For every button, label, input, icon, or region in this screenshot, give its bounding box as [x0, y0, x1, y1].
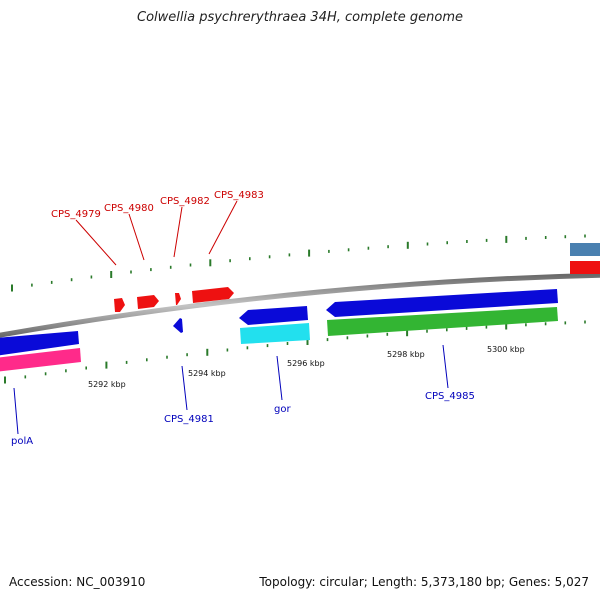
kbp-label: 5296 kbp — [287, 359, 325, 368]
leader-line — [128, 213, 145, 261]
kbp-label: 5292 kbp — [88, 380, 126, 389]
accession-text: Accession: NC_003910 — [9, 575, 146, 589]
label-cps-4983[interactable]: CPS_4983 — [214, 190, 264, 201]
gene-pola[interactable] — [0, 331, 79, 356]
label-cps-4985[interactable]: CPS_4985 — [425, 391, 475, 402]
leader-line — [276, 355, 283, 401]
gene-cps-4982[interactable] — [175, 293, 181, 305]
label-cps-4979[interactable]: CPS_4979 — [51, 209, 101, 220]
label-cps-4981[interactable]: CPS_4981 — [164, 414, 214, 425]
gene-cps-4979[interactable] — [114, 298, 125, 312]
label-cps-4980[interactable]: CPS_4980 — [104, 203, 154, 214]
trna-feature[interactable] — [240, 323, 310, 344]
rrna-left-edge[interactable] — [0, 348, 81, 372]
scale-labels: 5292 kbp 5294 kbp 5296 kbp 5298 kbp 5300… — [88, 345, 525, 389]
gene-cps-4985[interactable] — [326, 289, 558, 317]
label-cps-4982[interactable]: CPS_4982 — [160, 196, 210, 207]
leader-line — [13, 387, 19, 435]
gene-cps-4981[interactable] — [173, 318, 183, 333]
leader-line — [181, 365, 188, 411]
outer-tick-marks — [11, 234, 586, 292]
forward-gene-labels: CPS_4979 CPS_4980 CPS_4982 CPS_4983 — [51, 190, 264, 266]
map-title: Colwellia psychrerythraea 34H, complete … — [137, 10, 463, 25]
kbp-label: 5298 kbp — [387, 350, 425, 359]
gene-forward-edge[interactable] — [570, 261, 600, 274]
gene-cps-4980[interactable] — [137, 295, 159, 309]
gene-steelblue-edge[interactable] — [570, 243, 600, 256]
leader-line — [208, 200, 238, 255]
label-gor[interactable]: gor — [274, 404, 291, 415]
kbp-label: 5300 kbp — [487, 345, 525, 354]
kbp-label: 5294 kbp — [188, 369, 226, 378]
leader-line — [173, 206, 183, 258]
other-feature[interactable] — [327, 307, 558, 336]
gene-gor[interactable] — [239, 306, 308, 325]
reverse-gene-labels: polA CPS_4981 gor CPS_4985 — [11, 344, 475, 447]
leader-line — [75, 219, 117, 266]
label-pola[interactable]: polA — [11, 436, 33, 447]
forward-strand-features — [114, 243, 600, 312]
genome-backbone — [0, 272, 600, 338]
leader-line — [442, 344, 449, 389]
gene-cps-4983[interactable] — [192, 287, 234, 303]
reverse-strand-features — [0, 289, 558, 372]
genome-summary-text: Topology: circular; Length: 5,373,180 bp… — [259, 575, 589, 589]
